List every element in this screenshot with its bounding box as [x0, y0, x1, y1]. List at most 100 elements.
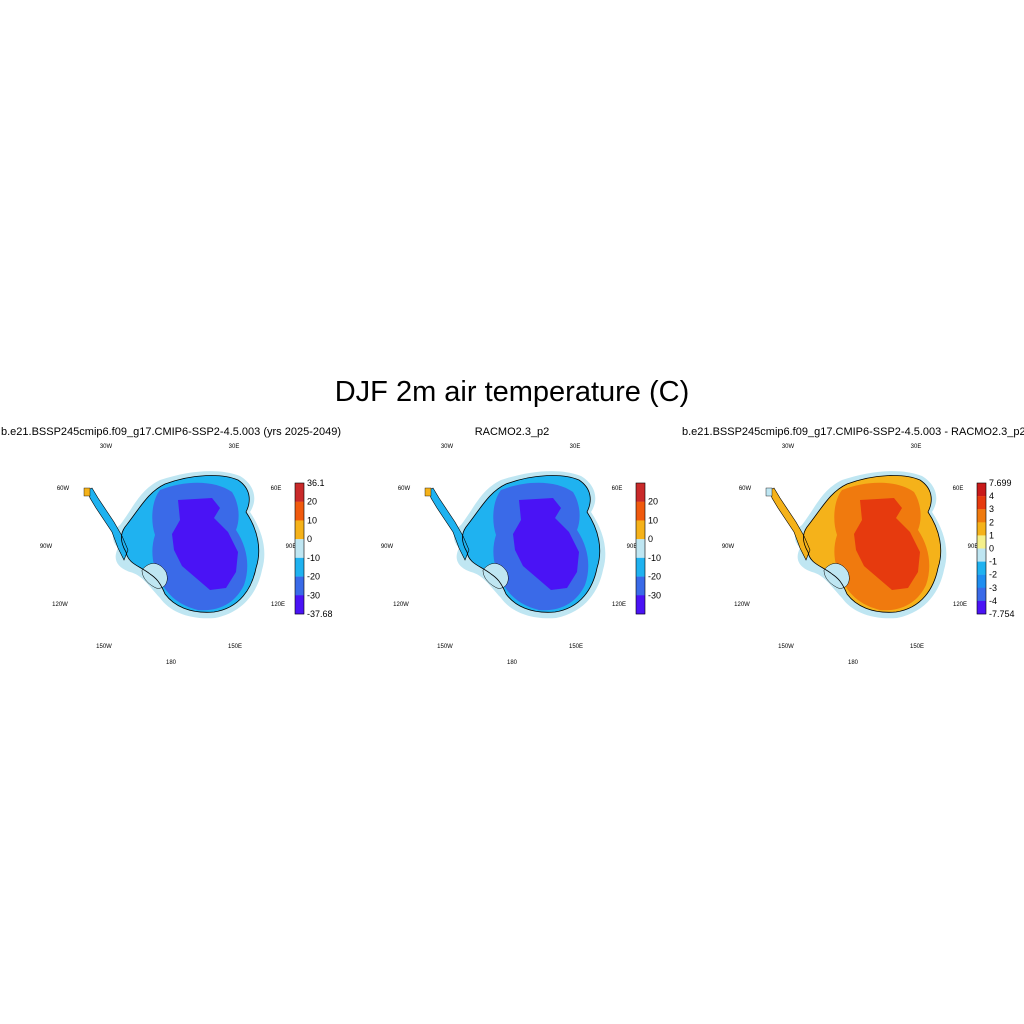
colorbar-label: 20: [648, 497, 658, 507]
interior-field: [854, 498, 920, 590]
coastline: [120, 475, 260, 613]
colorbar-label: -7.754: [989, 609, 1015, 619]
colorbar-swatch: [295, 501, 304, 521]
colorbar-swatch: [977, 587, 986, 602]
colorbar-label: 7.699: [989, 478, 1012, 488]
coastline: [461, 475, 601, 613]
longitude-label: 30E: [570, 444, 581, 450]
longitude-label: 60W: [739, 486, 752, 492]
colorbar: 20 10 0 -10 -20 -30: [635, 482, 661, 615]
colorbar-swatch: [977, 561, 986, 575]
colorbar-label: 0: [989, 544, 994, 554]
peninsula-tip: [424, 487, 432, 497]
colorbar-swatch: [636, 557, 645, 577]
colorbar-label: -1: [989, 557, 997, 567]
longitude-label: 180: [166, 660, 177, 666]
antarctica-map: [765, 471, 947, 619]
longitude-label: 60W: [57, 486, 70, 492]
colorbar-label: -10: [648, 553, 661, 563]
longitude-label: 30W: [441, 444, 454, 450]
colorbar-swatch: [977, 535, 986, 549]
colorbar-label: -30: [307, 590, 320, 600]
map-svg: 30W 30E 60W 60E 90W 90E 120W 120E 150W 150E 180 36.…: [40, 444, 333, 666]
panel-difference: b.e21.BSSP245cmip6.f09_g17.CMIP6-SSP2-4.…: [682, 420, 1024, 680]
ross-ice-shelf: [823, 563, 850, 589]
longitude-label: 30W: [782, 444, 795, 450]
colorbar-swatch: [977, 600, 986, 615]
colorbar-label: 0: [648, 534, 653, 544]
colorbar-label: -4: [989, 596, 997, 606]
colorbar-label: 2: [989, 517, 994, 527]
colorbar-swatch: [977, 483, 986, 497]
longitude-label: 150E: [228, 644, 242, 650]
colorbar-label: -37.68: [307, 609, 333, 619]
colorbar-swatch: [636, 576, 645, 596]
interior-field: [513, 498, 579, 590]
longitude-label: 60W: [398, 486, 411, 492]
panel-title: b.e21.BSSP245cmip6.f09_g17.CMIP6-SSP2-4.…: [682, 426, 1024, 438]
colorbar-swatch: [977, 574, 986, 588]
colorbar-label: 10: [307, 515, 317, 525]
longitude-label: 120E: [271, 602, 285, 608]
colorbar-label: 0: [307, 534, 312, 544]
colorbar-swatch: [295, 520, 304, 540]
longitude-label: 120W: [52, 602, 68, 608]
longitude-label: 60E: [953, 486, 964, 492]
panel-title: b.e21.BSSP245cmip6.f09_g17.CMIP6-SSP2-4.…: [1, 426, 341, 438]
colorbar-label: 20: [307, 497, 317, 507]
longitude-label: 60E: [271, 486, 282, 492]
colorbar-swatch: [295, 557, 304, 577]
longitude-label: 90E: [968, 544, 979, 550]
ross-ice-shelf: [141, 563, 168, 589]
colorbar-label: 36.1: [307, 478, 325, 488]
colorbar-label: 4: [989, 491, 994, 501]
ross-ice-shelf: [482, 563, 509, 589]
panel-racmo: RACMO2.3_p2 30W 30E 60W 60E 90W 90E 120W 120E 15…: [341, 420, 683, 680]
panel-ssp245: b.e21.BSSP245cmip6.f09_g17.CMIP6-SSP2-4.…: [0, 420, 342, 680]
colorbar-swatch: [295, 595, 304, 615]
longitude-label: 90W: [381, 544, 394, 550]
colorbar-swatch: [636, 520, 645, 540]
colorbar-swatch: [636, 539, 645, 559]
colorbar-label: -20: [648, 572, 661, 582]
colorbar-label: 3: [989, 504, 994, 514]
antarctica-map: [83, 471, 265, 619]
longitude-label: 30W: [100, 444, 113, 450]
colorbar-swatch: [295, 483, 304, 502]
peninsula-tip: [83, 487, 91, 497]
map-svg: 30W 30E 60W 60E 90W 90E 120W 120E 150W 150E 180 7.6…: [722, 444, 1015, 666]
colorbar-label: -30: [648, 590, 661, 600]
colorbar-swatch: [977, 509, 986, 523]
colorbar-swatch: [636, 595, 645, 615]
longitude-label: 90W: [40, 544, 53, 550]
longitude-label: 60E: [612, 486, 623, 492]
longitude-label: 120W: [734, 602, 750, 608]
longitude-label: 150W: [778, 644, 794, 650]
colorbar-swatch: [977, 496, 986, 510]
interior-field: [172, 498, 238, 590]
colorbar-label: -10: [307, 553, 320, 563]
colorbar: 36.1 20 10 0 -10 -20 -30 -37.68: [294, 478, 333, 619]
longitude-label: 90E: [286, 544, 297, 550]
figure-title: DJF 2m air temperature (C): [334, 376, 690, 408]
longitude-label: 150W: [96, 644, 112, 650]
panel-title: RACMO2.3_p2: [474, 426, 550, 438]
longitude-label: 150E: [569, 644, 583, 650]
colorbar-swatch: [295, 539, 304, 559]
colorbar-label: -2: [989, 570, 997, 580]
coastline: [802, 475, 942, 613]
longitude-label: 180: [848, 660, 859, 666]
longitude-label: 90E: [627, 544, 638, 550]
longitude-label: 90W: [722, 544, 735, 550]
longitude-label: 150E: [910, 644, 924, 650]
longitude-label: 150W: [437, 644, 453, 650]
colorbar-label: 1: [989, 530, 994, 540]
longitude-label: 30E: [911, 444, 922, 450]
colorbar-label: -20: [307, 572, 320, 582]
colorbar-swatch: [636, 501, 645, 521]
longitude-label: 120E: [953, 602, 967, 608]
colorbar: 7.699 4 3 2 1 0 -1 -2 -3 -4 -7.754: [976, 478, 1015, 619]
longitude-label: 30E: [229, 444, 240, 450]
longitude-label: 180: [507, 660, 518, 666]
longitude-label: 120E: [612, 602, 626, 608]
